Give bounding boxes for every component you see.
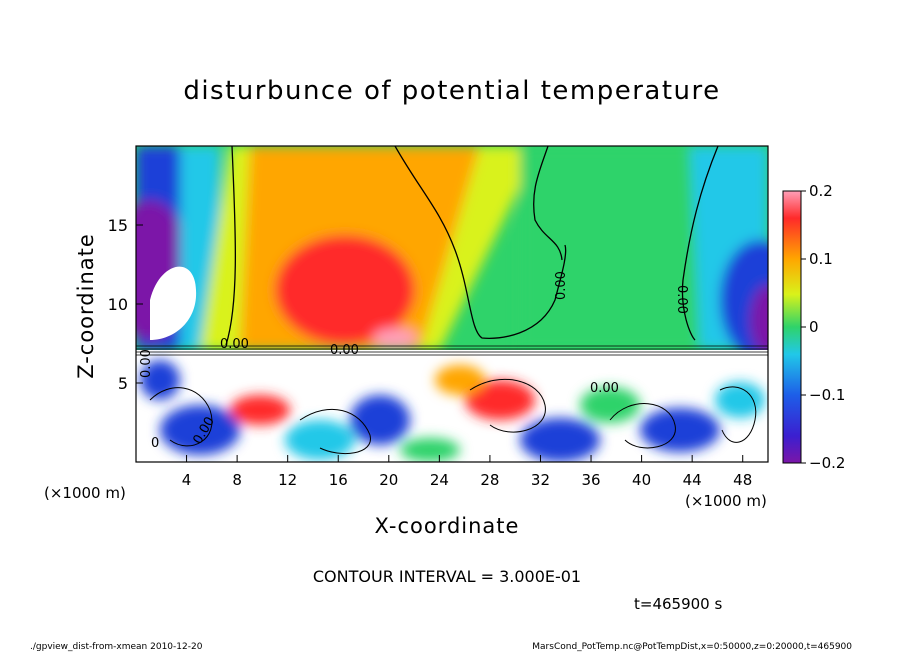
colorbar-tick-label: 0.2 (809, 182, 833, 200)
contour-label: 0 (151, 436, 159, 451)
x-tick-label: 36 (581, 471, 600, 489)
x-axis-ticks: 4 8 12 16 20 24 28 32 36 40 44 48 (182, 455, 752, 489)
colorbar-tick-label: −0.1 (809, 386, 845, 404)
contour-label: 0.00 (330, 343, 359, 358)
x-tick-label: 16 (329, 471, 348, 489)
contour-interval: CONTOUR INTERVAL = 3.000E-01 (312, 567, 582, 586)
contour-label: 0.00 (554, 271, 569, 300)
y-tick-label: 15 (108, 216, 128, 235)
x-tick-label: 32 (531, 471, 550, 489)
x-tick-label: 4 (182, 471, 192, 489)
x-tick-label: 40 (632, 471, 651, 489)
x-tick-label: 48 (733, 471, 752, 489)
colorbar-ticks: 0.2 0.1 0 −0.1 −0.2 (801, 182, 845, 472)
colorbar (782, 190, 802, 464)
heatmap-field (136, 146, 768, 462)
contour-label: 0.00 (139, 349, 154, 378)
colorbar-tick-label: −0.2 (809, 454, 845, 472)
colorbar-tick-label: 0 (809, 318, 819, 336)
x-tick-label: 44 (683, 471, 702, 489)
x-unit-label-right: (×1000 m) (685, 492, 767, 510)
y-axis-label: Z-coordinate (74, 233, 98, 379)
y-axis-ticks: 5 10 15 (108, 216, 143, 393)
x-tick-label: 8 (232, 471, 242, 489)
x-tick-label: 12 (278, 471, 297, 489)
footer-left: ./gpview_dist-from-xmean 2010-12-20 (30, 642, 203, 652)
x-tick-label: 20 (379, 471, 398, 489)
contour-label: 0.00 (674, 285, 689, 314)
y-tick-label: 5 (118, 374, 128, 393)
x-unit-label-left: (×1000 m) (44, 484, 126, 502)
contour-label: 0.00 (590, 381, 619, 396)
chart-title: disturbunce of potential temperature (183, 76, 721, 106)
time-label: t=465900 s (634, 595, 723, 613)
footer-right: MarsCond_PotTemp.nc@PotTempDist,x=0:5000… (532, 642, 852, 652)
x-tick-label: 28 (480, 471, 499, 489)
x-tick-label: 24 (430, 471, 449, 489)
x-axis-label: X-coordinate (374, 514, 520, 538)
y-tick-label: 10 (108, 295, 128, 314)
contour-label: 0.00 (220, 337, 249, 352)
colorbar-tick-label: 0.1 (809, 250, 833, 268)
